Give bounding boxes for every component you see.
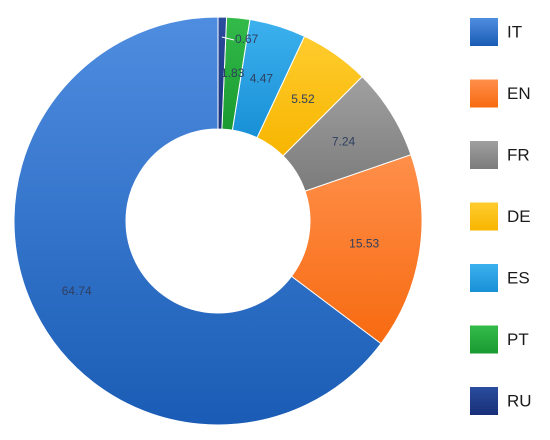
slice-label-de: 5.52 [291, 92, 315, 106]
legend-label-es: ES [507, 268, 530, 287]
slice-en [290, 154, 423, 345]
legend-label-ru: RU [507, 391, 532, 410]
slice-label-pt: 1.83 [221, 66, 245, 80]
leader-line-ru [221, 36, 235, 41]
legend-swatch-pt [470, 325, 498, 354]
legend-swatch-fr [470, 141, 498, 169]
legend-swatch-es [470, 264, 498, 292]
slice-labels-group: 64.74 15.53 7.24 5.52 4.47 1.83 0.67 [62, 32, 380, 298]
legend-label-it: IT [507, 22, 522, 41]
slice-label-fr: 7.24 [332, 135, 356, 149]
legend-swatch-ru [470, 387, 498, 415]
slice-ru [217, 16, 228, 130]
slice-it [13, 16, 382, 426]
legend-label-de: DE [507, 207, 531, 226]
slices-group [13, 16, 423, 426]
legend: IT EN FR DE ES PT RU [470, 18, 532, 415]
legend-label-en: EN [507, 84, 531, 103]
slice-label-en: 15.53 [349, 236, 379, 250]
slice-label-ru: 0.67 [235, 32, 259, 46]
slice-label-es: 4.47 [250, 72, 274, 86]
legend-swatch-de [470, 202, 498, 231]
legend-swatch-it [470, 18, 498, 46]
slice-label-it: 64.74 [62, 284, 92, 298]
legend-swatch-en [470, 79, 498, 108]
legend-label-fr: FR [507, 145, 530, 164]
legend-label-pt: PT [507, 330, 529, 349]
